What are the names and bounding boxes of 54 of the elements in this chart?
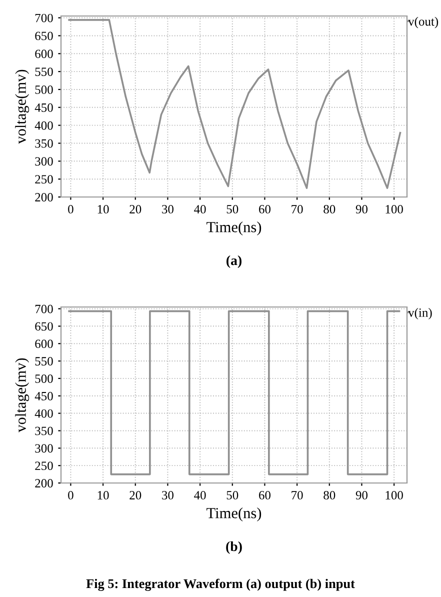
x-tick-label: 90 <box>356 491 368 500</box>
x-tick-label: 0 <box>68 205 74 214</box>
x-tick-label: 60 <box>259 491 270 500</box>
x-tick-label: 50 <box>226 205 238 214</box>
y-tick-label: 450 <box>34 103 53 112</box>
y-axis-title: voltage(mv) <box>15 70 30 144</box>
x-tick-label: 80 <box>324 491 336 500</box>
y-tick-label: 250 <box>35 462 53 470</box>
legend-label: v(in) <box>408 308 432 320</box>
y-tick-label: 300 <box>35 157 53 166</box>
y-tick-label: 500 <box>35 374 53 383</box>
x-tick-label: 70 <box>292 491 303 500</box>
y-tick-label: 500 <box>35 86 53 94</box>
x-tick-label: 30 <box>162 491 174 500</box>
y-tick-label: 600 <box>35 340 53 348</box>
y-tick-label: 650 <box>35 322 53 331</box>
text: (a) <box>226 255 242 268</box>
x-tick-label: 0 <box>68 491 74 500</box>
x-tick-label: 60 <box>259 205 270 214</box>
legend-label: v(out) <box>408 16 438 28</box>
x-tick-label: 30 <box>162 205 174 214</box>
x-axis-title: Time(ns) <box>206 508 262 522</box>
y-tick-label: 350 <box>35 139 53 148</box>
y-tick-label: 650 <box>35 32 53 40</box>
y-tick-label: 550 <box>35 357 53 366</box>
x-tick-label: 40 <box>194 491 206 500</box>
y-tick-label: 250 <box>35 175 53 184</box>
x-tick-label: 100 <box>386 205 403 214</box>
y-tick-label: 700 <box>35 14 53 22</box>
caption: Fig 5: Integrator Waveform (a) output (b) input <box>86 578 355 591</box>
x-tick-label: 80 <box>324 205 336 214</box>
text: (b) <box>226 541 242 554</box>
line-series <box>68 19 402 189</box>
x-tick-label: 10 <box>98 491 109 500</box>
x-tick-label: 70 <box>292 205 303 214</box>
y-tick-label: 600 <box>35 50 53 58</box>
y-tick-label: 550 <box>35 68 53 76</box>
y-tick-label: 350 <box>35 426 53 436</box>
y-tick-label: 400 <box>34 121 53 130</box>
x-tick-label: 90 <box>356 205 368 214</box>
x-axis-title: Time(ns) <box>206 222 262 236</box>
x-tick-label: 10 <box>98 205 109 214</box>
x-tick-label: 40 <box>194 205 206 214</box>
y-tick-label: 300 <box>35 444 53 453</box>
y-tick-label: 400 <box>34 409 53 418</box>
y-axis-title: voltage(mv) <box>15 358 30 432</box>
y-tick-label: 200 <box>35 479 53 488</box>
x-tick-label: 100 <box>386 491 403 500</box>
y-tick-label: 200 <box>35 193 53 202</box>
x-tick-label: 20 <box>130 491 142 500</box>
x-tick-label: 20 <box>130 205 142 214</box>
y-tick-label: 450 <box>34 392 53 400</box>
y-tick-label: 700 <box>35 304 53 314</box>
x-tick-label: 50 <box>226 491 238 500</box>
